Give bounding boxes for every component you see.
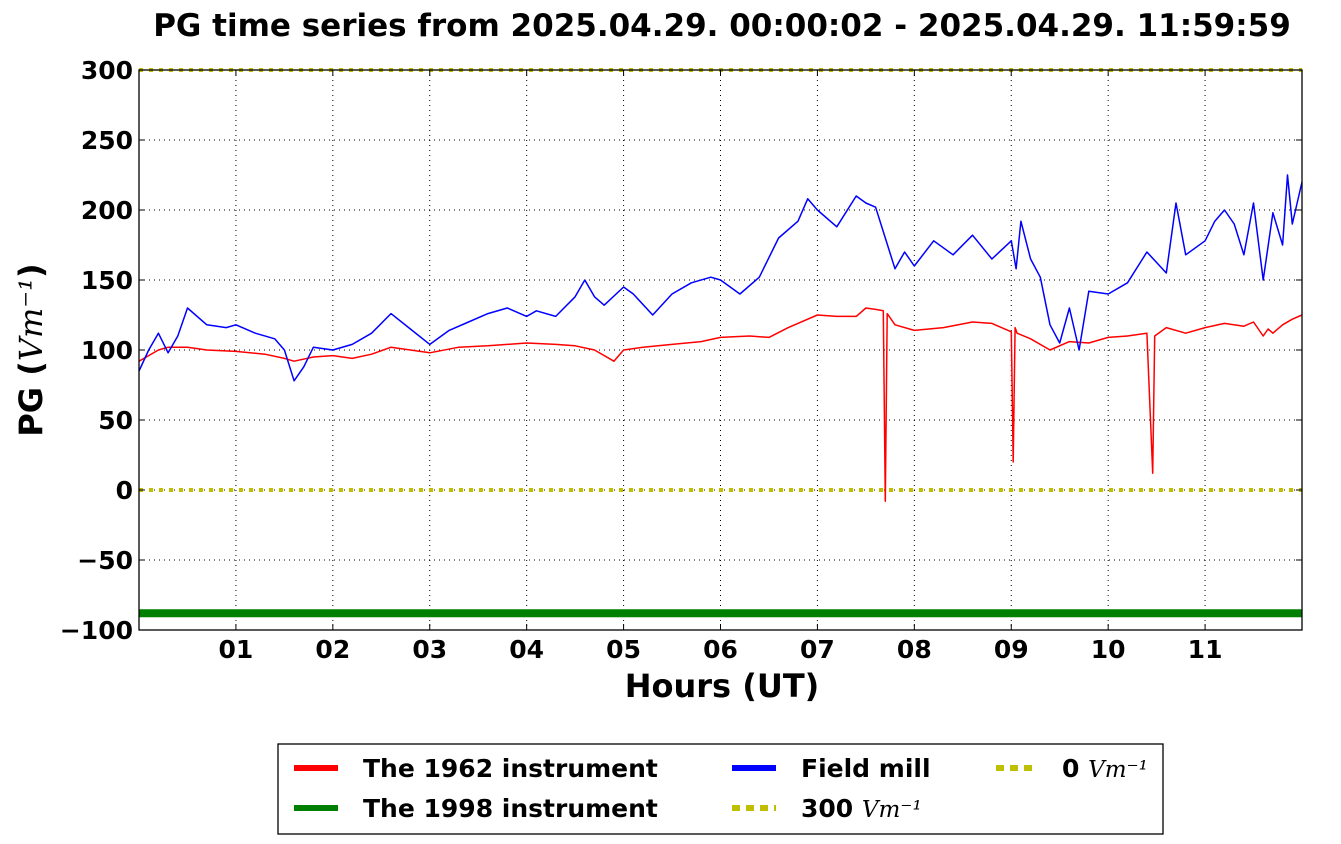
legend-label-unit: Vm⁻¹	[862, 797, 922, 823]
x-tick-label: 06	[703, 635, 738, 664]
legend-label-unit: Vm⁻¹	[1088, 757, 1148, 783]
y-axis-label-unit: Vm⁻¹	[12, 278, 50, 361]
y-tick-label: 300	[81, 56, 133, 85]
legend-label: The 1962 instrument	[363, 754, 658, 783]
legend-label: 0 Vm⁻¹	[1062, 754, 1148, 783]
x-tick-label: 08	[897, 635, 932, 664]
x-tick-label: 09	[994, 635, 1029, 664]
y-axis-label-suffix: )	[12, 263, 50, 278]
chart-title: PG time series from 2025.04.29. 00:00:02…	[153, 8, 1291, 44]
y-tick-label: 150	[81, 266, 133, 295]
series-layer	[138, 68, 1303, 618]
y-tick-label: 250	[81, 126, 133, 155]
y-tick-label: 0	[116, 476, 133, 505]
x-tick-label: 07	[800, 635, 835, 664]
y-axis-label-prefix: PG (	[12, 361, 50, 436]
series-line-0	[138, 307, 1303, 502]
legend-label: Field mill	[801, 754, 931, 783]
legend: The 1962 instrument The 1998 instrument Fi…	[277, 743, 1164, 835]
legend-label: 300 Vm⁻¹	[801, 794, 922, 823]
y-tick-label: −100	[60, 616, 133, 645]
y-tick-label: 50	[98, 406, 133, 435]
x-tick-label: 03	[412, 635, 447, 664]
y-tick-label: −50	[77, 546, 133, 575]
legend-label-value: 300	[801, 794, 862, 823]
y-tick-label: 200	[81, 196, 133, 225]
tick-layer: 01 02 03 04 05 06 07 08 09 10 11 −100 −50 0 50 100 150 20…	[60, 56, 1302, 664]
y-axis-label: PG (Vm⁻¹)	[12, 263, 50, 436]
x-tick-label: 01	[219, 635, 254, 664]
legend-label: The 1998 instrument	[363, 794, 658, 823]
x-axis-label: Hours (UT)	[625, 667, 820, 705]
x-tick-label: 11	[1188, 635, 1223, 664]
x-tick-label: 04	[509, 635, 544, 664]
legend-label-value: 0	[1062, 754, 1088, 783]
legend-box	[277, 743, 1164, 835]
x-tick-label: 10	[1091, 635, 1126, 664]
y-tick-label: 100	[81, 336, 133, 365]
x-tick-label: 05	[606, 635, 641, 664]
grid-layer	[139, 70, 1302, 630]
series-line-2	[138, 174, 1303, 382]
x-tick-label: 02	[315, 635, 350, 664]
